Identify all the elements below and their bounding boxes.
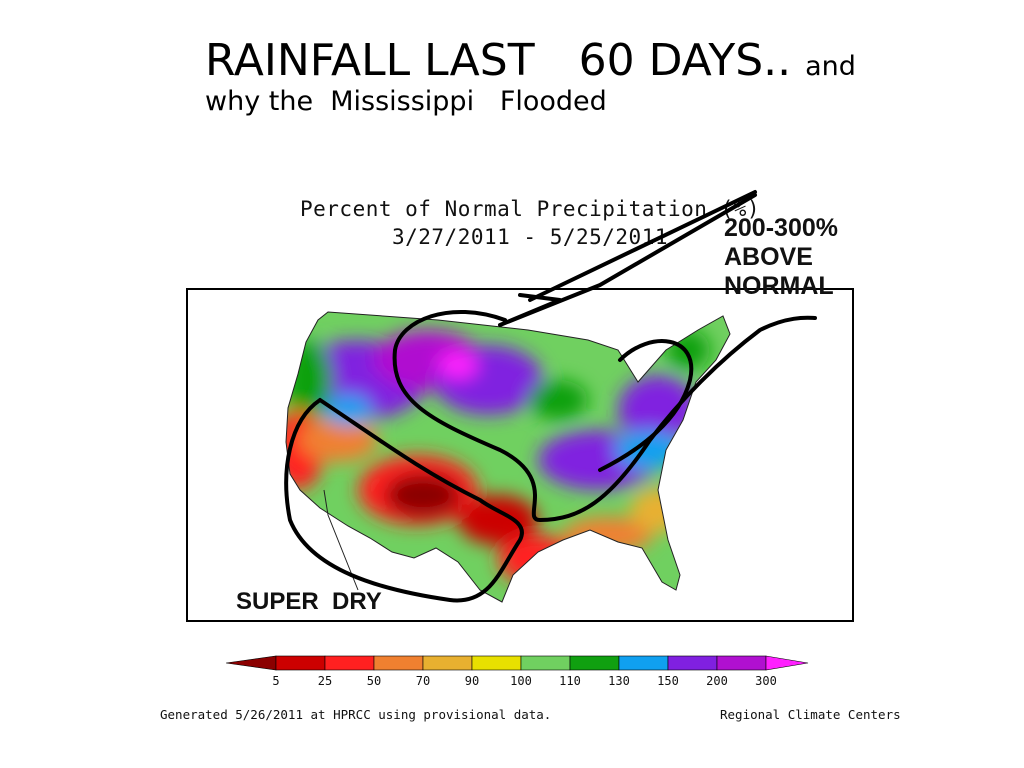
footer-credit: Regional Climate Centers	[720, 707, 901, 722]
us-map-graphic	[285, 311, 731, 603]
legend-swatch	[618, 655, 669, 671]
legend-swatch	[324, 655, 375, 671]
slide-title: RAINFALL LAST 60 DAYS.. and why the Missi…	[205, 36, 965, 118]
legend-swatch	[716, 655, 767, 671]
annotation-above: ABOVE	[724, 242, 813, 271]
legend-swatch	[226, 655, 277, 671]
super-dry-annotation: SUPER DRY	[236, 588, 382, 615]
legend-label: 50	[366, 674, 382, 688]
annotation-normal: NORMAL	[724, 271, 834, 300]
map-header: Percent of Normal Precipitation (%) 3/27…	[300, 196, 760, 252]
legend-label: 90	[464, 674, 480, 688]
map-date-range: 3/27/2011 - 5/25/2011	[391, 224, 668, 249]
legend-labels: 5 25 50 70 90 100 110 130 150 200 300	[0, 674, 1024, 690]
map-title: Percent of Normal Precipitation (%)	[300, 197, 761, 221]
title-line-2: why the Mississippi Flooded	[205, 86, 607, 118]
legend-swatch	[765, 655, 809, 671]
legend-swatch	[422, 655, 473, 671]
legend-label: 70	[415, 674, 431, 688]
legend-swatch	[275, 655, 326, 671]
title-and: and	[805, 51, 856, 82]
title-60-days: 60 DAYS..	[578, 35, 792, 86]
legend-label: 110	[559, 674, 581, 688]
legend-swatch	[667, 655, 718, 671]
legend-label: 200	[706, 674, 728, 688]
legend-swatch	[373, 655, 424, 671]
legend-label: 5	[272, 674, 280, 688]
precipitation-map	[186, 288, 854, 622]
title-line-1: RAINFALL LAST 60 DAYS.. and	[205, 36, 965, 85]
color-legend-bar	[226, 655, 809, 671]
above-normal-annotation: 200-300% ABOVE NORMAL	[724, 214, 838, 300]
legend-label: 100	[510, 674, 532, 688]
title-rainfall-last: RAINFALL LAST	[205, 35, 535, 86]
annotation-percent-range: 200-300%	[724, 214, 838, 242]
legend-swatch	[520, 655, 571, 671]
legend-label: 300	[755, 674, 777, 688]
footer-generated-note: Generated 5/26/2011 at HPRCC using provi…	[160, 707, 552, 722]
legend-label: 130	[608, 674, 630, 688]
legend-swatch	[471, 655, 522, 671]
legend-label: 25	[317, 674, 333, 688]
legend-swatch	[569, 655, 620, 671]
legend-label: 150	[657, 674, 679, 688]
